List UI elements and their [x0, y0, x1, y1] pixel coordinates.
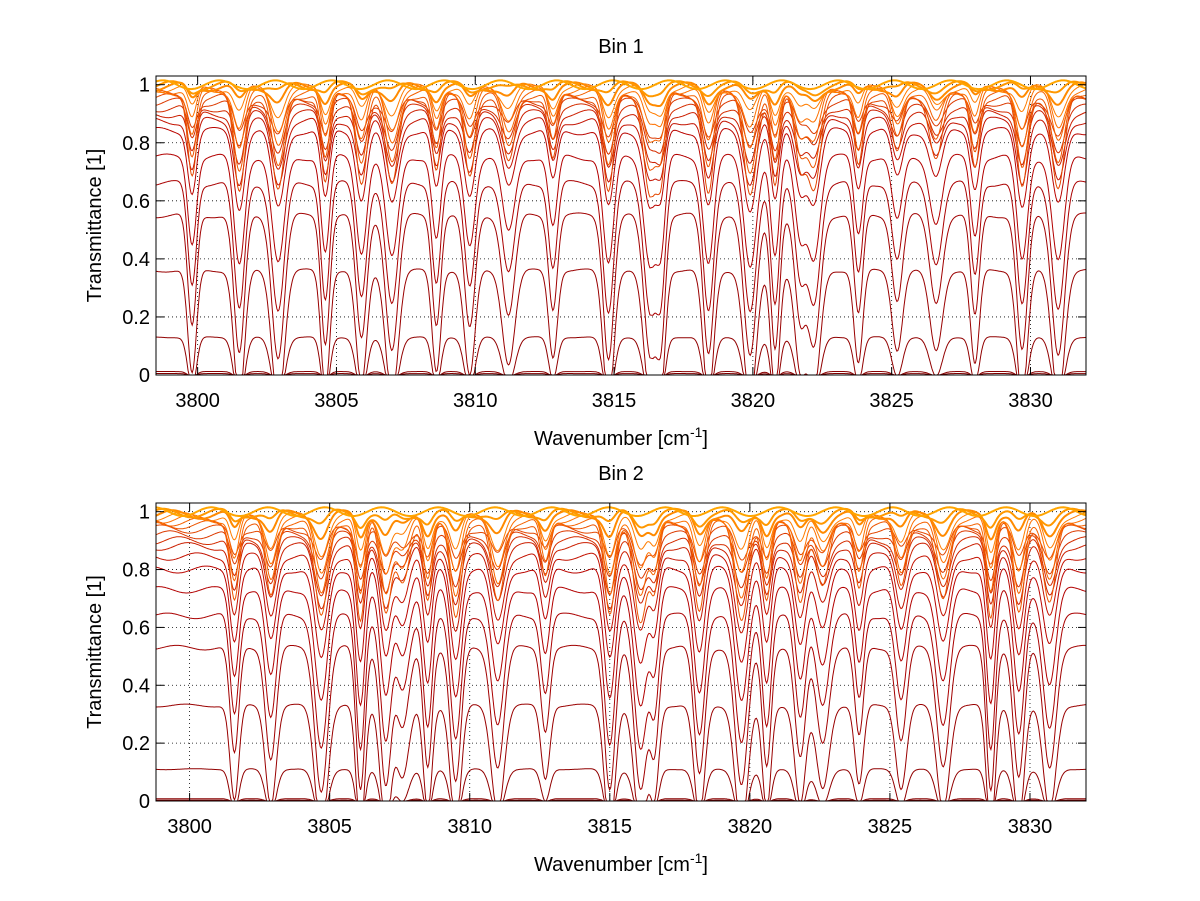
x-axis-label: Wavenumber [cm-1]	[534, 424, 708, 450]
x-axis-label-main: Wavenumber [cm	[534, 854, 690, 876]
y-tick-label: 0.2	[122, 307, 150, 329]
series-lines	[155, 79, 1087, 376]
y-ticks: 0 0.2 0.4 0.6 0.8 1	[122, 75, 1086, 387]
y-tick-label: 0.4	[122, 249, 150, 271]
x-tick-label: 3825	[869, 390, 914, 412]
x-tick-label: 3820	[728, 816, 773, 838]
plot-area	[156, 503, 1086, 801]
y-tick-label: 0.6	[122, 617, 150, 639]
series-line	[155, 83, 1087, 119]
series-line	[155, 97, 1087, 140]
y-tick-label: 0.4	[122, 675, 150, 697]
x-tick-label: 3820	[731, 390, 776, 412]
series-line	[156, 212, 1086, 362]
series-line	[155, 109, 1087, 170]
x-tick-label: 3805	[314, 390, 359, 412]
series-line	[155, 703, 1087, 802]
chart-title: Bin 1	[598, 36, 644, 58]
series-line	[155, 179, 1087, 316]
series-line	[155, 268, 1087, 376]
series-line	[155, 517, 1087, 599]
series-line	[155, 565, 1086, 664]
x-tick-label: 3815	[588, 816, 633, 838]
y-axis-label: Transmittance [1]	[84, 149, 106, 303]
x-axis-label: Wavenumber [cm-1]	[534, 850, 708, 876]
x-tick-label: 3825	[868, 816, 913, 838]
x-tick-label: 3805	[307, 816, 352, 838]
series-line	[155, 79, 1087, 91]
series-line	[156, 798, 1086, 802]
series-line	[155, 552, 1087, 634]
series-line	[155, 103, 1087, 155]
y-tick-label: 0.8	[122, 560, 150, 582]
x-tick-label: 3800	[167, 816, 212, 838]
y-tick-label: 0.6	[122, 191, 150, 213]
y-tick-label: 1	[139, 502, 150, 524]
x-ticks: 3800 3805 3810 3815 3820 3825 3830	[167, 503, 1052, 838]
y-tick-label: 0	[139, 365, 150, 387]
series-line	[155, 93, 1087, 198]
x-axis-label-superscript: -1	[690, 424, 703, 440]
series-line	[155, 514, 1087, 575]
x-axis-label-suffix: ]	[702, 428, 708, 450]
x-axis-label-main: Wavenumber [cm	[534, 428, 690, 450]
axes-box	[155, 502, 1087, 802]
x-tick-label: 3810	[447, 816, 492, 838]
series-line	[155, 126, 1086, 213]
chart-panel-2: Bin 2 3800 3805 3810 3815 3820 3825 3830 00.20…	[84, 463, 1087, 876]
x-tick-label: 3815	[592, 390, 637, 412]
x-tick-label: 3800	[175, 390, 220, 412]
series-line	[156, 768, 1087, 802]
x-ticks: 3800 3805 3810 3815 3820 3825 3830	[175, 76, 1053, 412]
x-axis-label-suffix: ]	[702, 854, 708, 876]
series-line	[155, 509, 1087, 541]
chart-title: Bin 2	[598, 463, 644, 485]
series-line	[156, 586, 1087, 707]
chart-panel-1: Bin 1 3800 3805 3810 3815 3820 3825 3830 00.20…	[84, 36, 1087, 450]
series-line	[155, 520, 1087, 624]
y-tick-label: 0.8	[122, 133, 150, 155]
axes-box	[155, 75, 1087, 376]
series-line	[155, 506, 1087, 517]
series-line	[155, 536, 1086, 597]
series-lines	[155, 506, 1087, 802]
series-line	[155, 542, 1087, 611]
y-tick-label: 0	[139, 791, 150, 813]
series-line	[155, 612, 1087, 752]
series-line	[155, 153, 1087, 269]
x-tick-label: 3830	[1008, 816, 1053, 838]
y-tick-label: 1	[139, 75, 150, 97]
series-line	[155, 644, 1086, 794]
y-tick-label: 0.2	[122, 733, 150, 755]
x-tick-label: 3810	[453, 390, 498, 412]
y-axis-label: Transmittance [1]	[84, 575, 106, 729]
x-tick-label: 3830	[1008, 390, 1053, 412]
series-line	[155, 336, 1087, 376]
y-ticks: 0 0.2 0.4 0.6 0.8 1	[122, 502, 1086, 813]
x-axis-label-superscript: -1	[690, 850, 703, 866]
